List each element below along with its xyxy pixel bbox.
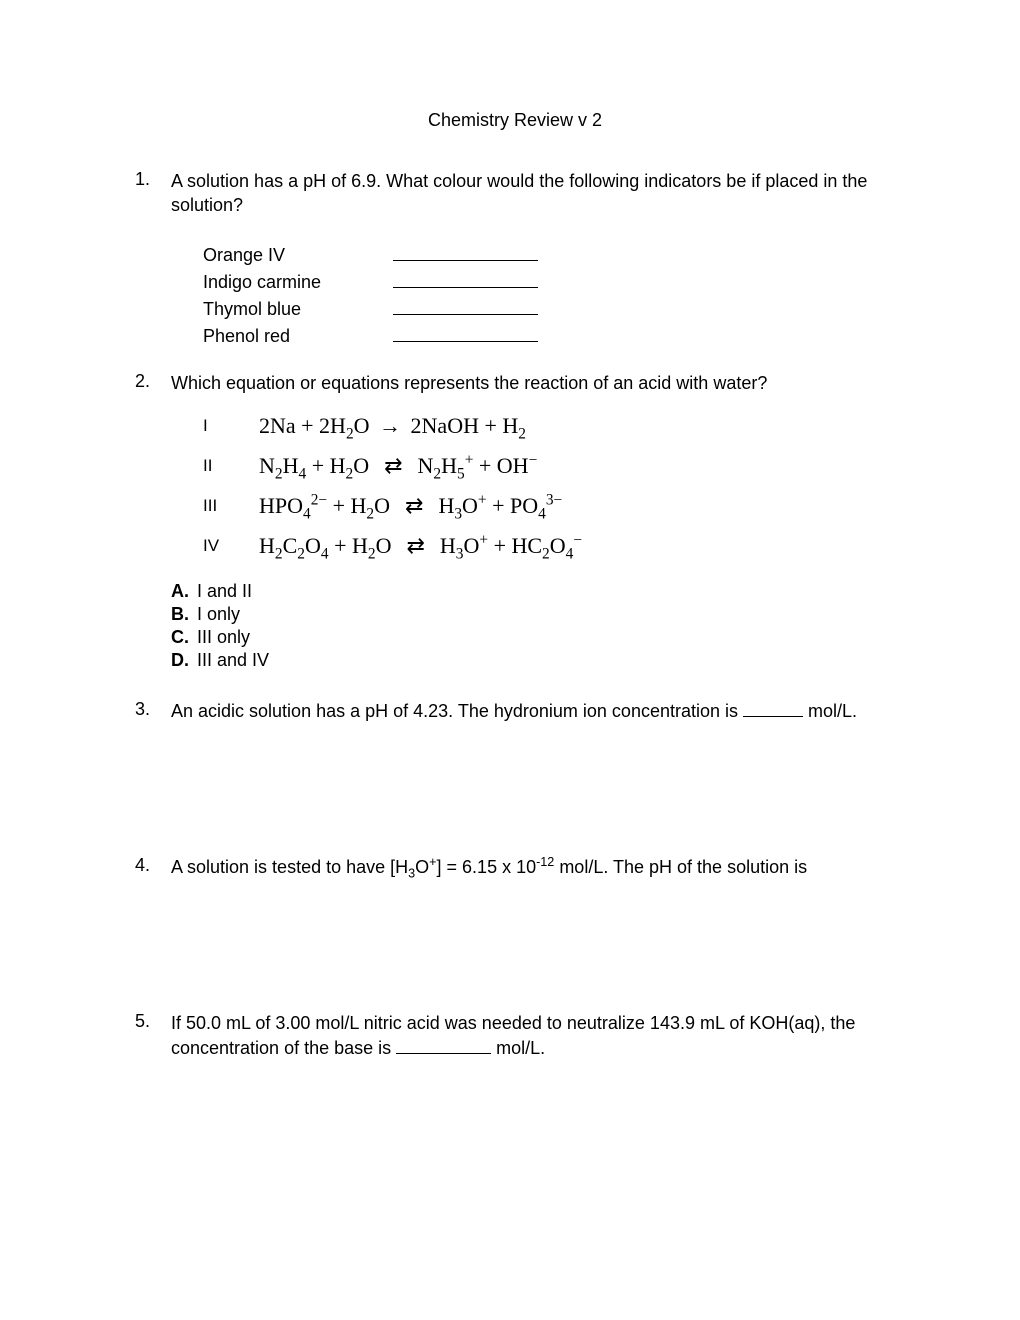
q3-text: An acidic solution has a pH of 4.23. The…	[171, 699, 895, 723]
equation-body: 2Na + 2H2O → 2NaOH + H2	[259, 413, 526, 439]
q4-exp: -12	[536, 855, 554, 869]
option-letter: D.	[171, 650, 197, 671]
question-5: 5. If 50.0 mL of 3.00 mol/L nitric acid …	[135, 1011, 895, 1060]
indicator-name: Phenol red	[203, 326, 393, 347]
indicator-blank	[393, 242, 538, 261]
indicator-row: Orange IV	[203, 242, 895, 266]
indicator-table: Orange IV Indigo carmine Thymol blue Phe…	[203, 242, 895, 347]
indicator-row: Thymol blue	[203, 296, 895, 320]
q4-text-before: A solution is tested to have [H	[171, 857, 408, 877]
equation-I: I 2Na + 2H2O → 2NaOH + H2	[203, 413, 895, 439]
indicator-name: Orange IV	[203, 245, 393, 266]
option-text: III only	[197, 627, 250, 648]
equation-II: II N2H4 + H2O ⇄ N2H5+ + OH−	[203, 453, 895, 479]
equation-label: II	[203, 456, 259, 476]
answer-blank	[743, 700, 803, 717]
equation-list: I 2Na + 2H2O → 2NaOH + H2 II N2H4 + H2O …	[203, 413, 895, 559]
q3-text-before: An acidic solution has a pH of 4.23. The…	[171, 701, 743, 721]
q4-text-mid: ] = 6.15 x 10	[437, 857, 537, 877]
option-letter: A.	[171, 581, 197, 602]
answer-blank	[396, 1037, 491, 1054]
q1-number: 1.	[135, 169, 171, 190]
q2-options: A. I and II B. I only C. III only D. III…	[171, 581, 895, 671]
equation-IV: IV H2C2O4 + H2O ⇄ H3O+ + HC2O4−	[203, 533, 895, 559]
option-A: A. I and II	[171, 581, 895, 602]
q4-text-after: mol/L. The pH of the solution is	[554, 857, 807, 877]
q3-number: 3.	[135, 699, 171, 720]
q4-text: A solution is tested to have [H3O+] = 6.…	[171, 855, 895, 879]
q4-sup: +	[429, 855, 436, 869]
indicator-blank	[393, 269, 538, 288]
q2-number: 2.	[135, 371, 171, 392]
equation-label: III	[203, 496, 259, 516]
question-2: 2. Which equation or equations represent…	[135, 371, 895, 395]
q1-text: A solution has a pH of 6.9. What colour …	[171, 169, 895, 218]
q5-text: If 50.0 mL of 3.00 mol/L nitric acid was…	[171, 1011, 895, 1060]
q4-species: O	[415, 857, 429, 877]
indicator-row: Indigo carmine	[203, 269, 895, 293]
option-text: III and IV	[197, 650, 269, 671]
indicator-name: Indigo carmine	[203, 272, 393, 293]
equation-body: H2C2O4 + H2O ⇄ H3O+ + HC2O4−	[259, 533, 582, 559]
option-D: D. III and IV	[171, 650, 895, 671]
equation-body: HPO42− + H2O ⇄ H3O+ + PO43−	[259, 493, 562, 519]
option-text: I and II	[197, 581, 252, 602]
q5-number: 5.	[135, 1011, 171, 1032]
question-1: 1. A solution has a pH of 6.9. What colo…	[135, 169, 895, 218]
option-letter: B.	[171, 604, 197, 625]
equation-body: N2H4 + H2O ⇄ N2H5+ + OH−	[259, 453, 537, 479]
indicator-name: Thymol blue	[203, 299, 393, 320]
equation-III: III HPO42− + H2O ⇄ H3O+ + PO43−	[203, 493, 895, 519]
question-4: 4. A solution is tested to have [H3O+] =…	[135, 855, 895, 879]
option-C: C. III only	[171, 627, 895, 648]
q4-number: 4.	[135, 855, 171, 876]
equation-label: IV	[203, 536, 259, 556]
q2-text: Which equation or equations represents t…	[171, 371, 895, 395]
question-3: 3. An acidic solution has a pH of 4.23. …	[135, 699, 895, 723]
indicator-blank	[393, 323, 538, 342]
page-title: Chemistry Review v 2	[135, 110, 895, 131]
option-letter: C.	[171, 627, 197, 648]
indicator-row: Phenol red	[203, 323, 895, 347]
option-text: I only	[197, 604, 240, 625]
q3-text-after: mol/L.	[803, 701, 857, 721]
equation-label: I	[203, 416, 259, 436]
q5-text-after: mol/L.	[491, 1038, 545, 1058]
indicator-blank	[393, 296, 538, 315]
option-B: B. I only	[171, 604, 895, 625]
